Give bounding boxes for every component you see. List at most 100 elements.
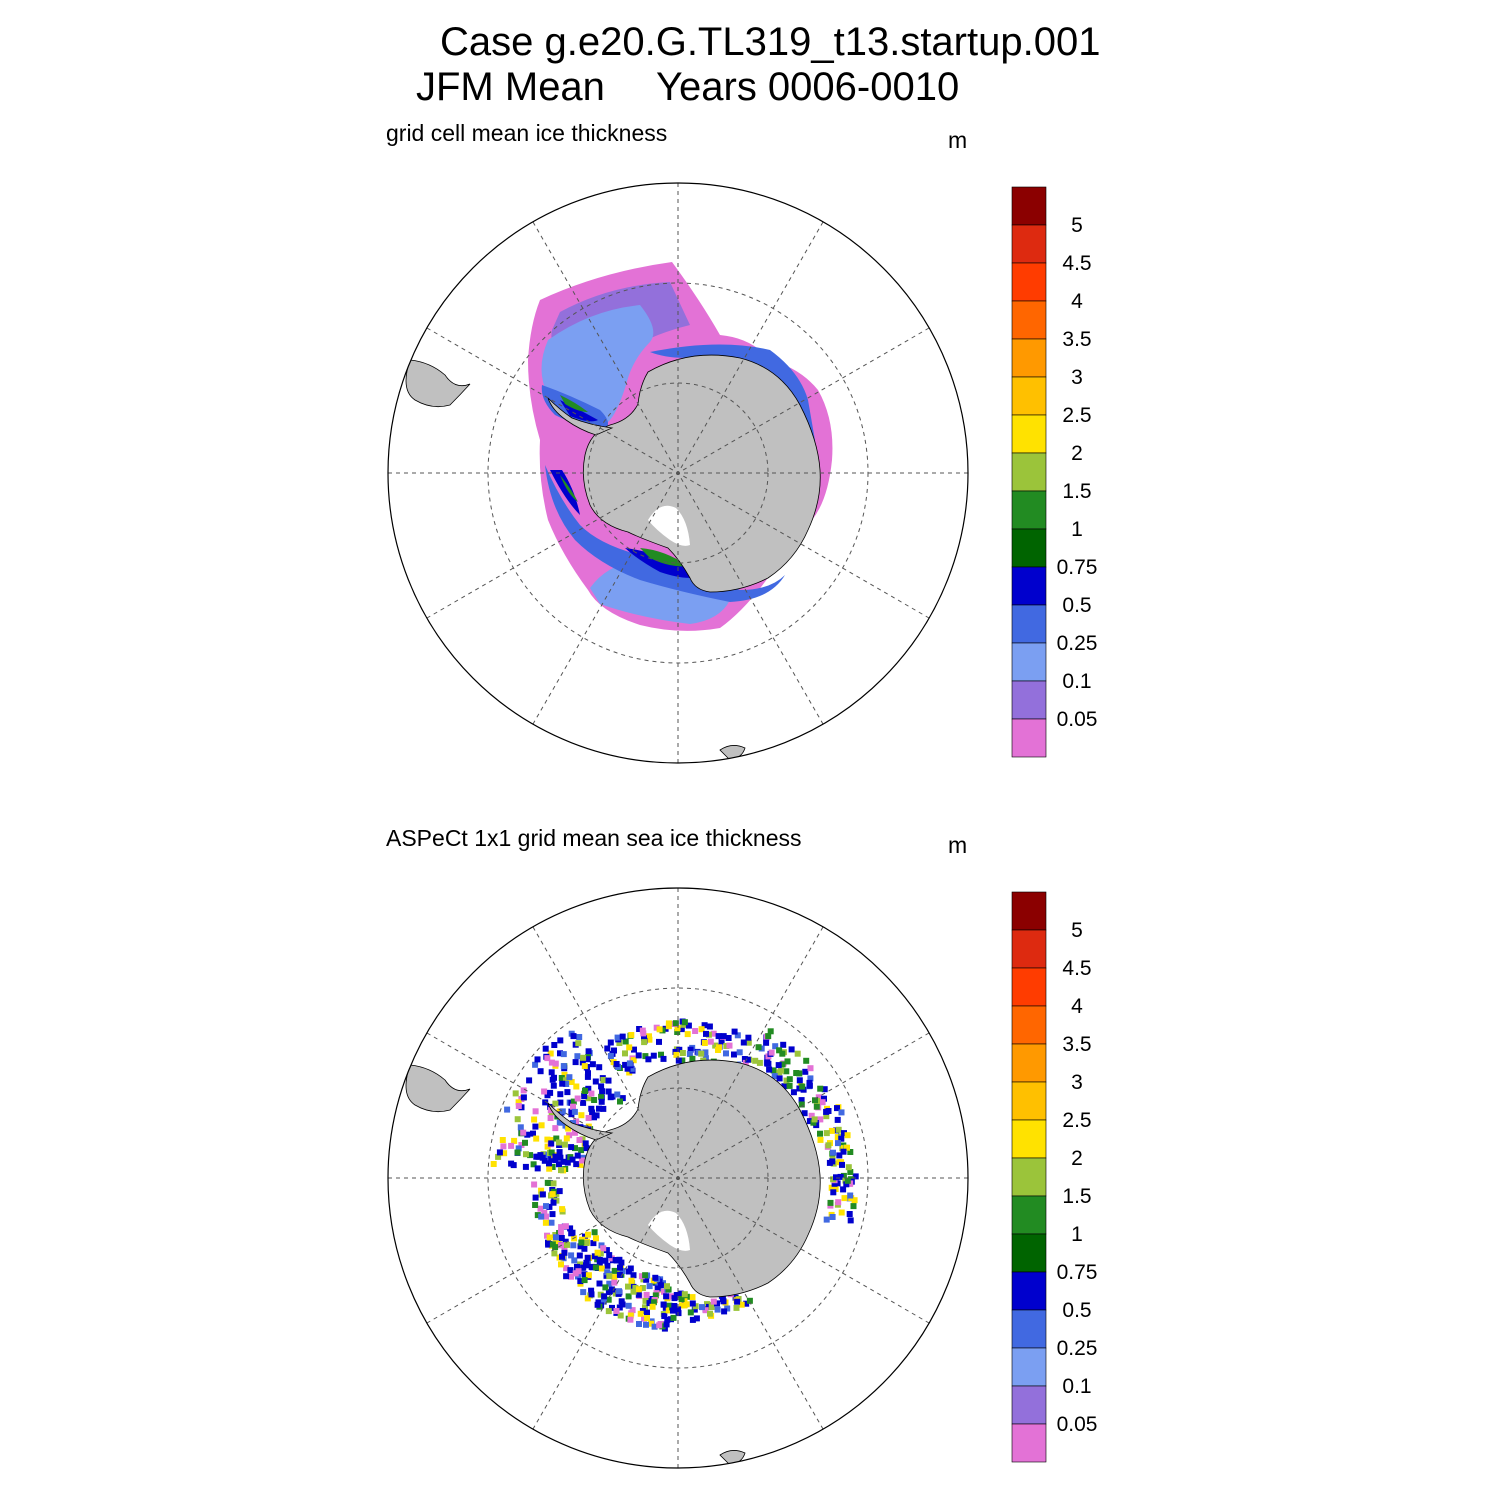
obs-cell (577, 1278, 584, 1285)
obs-cell (817, 1130, 823, 1137)
obs-cell (798, 1101, 805, 1108)
obs-cell (775, 1062, 782, 1069)
obs-cell (823, 1113, 830, 1120)
colorbar-swatch (1011, 1043, 1047, 1083)
obs-cell (681, 1291, 688, 1298)
obs-cell (532, 1123, 539, 1130)
obs-cell (819, 1099, 826, 1106)
obs-cell (559, 1080, 566, 1087)
obs-cell (552, 1060, 559, 1067)
obs-cell (490, 1161, 497, 1167)
obs-cell (813, 1103, 820, 1110)
colorbar-2: 5 4.5 4 3.5 3 2.5 2 1.5 1 0.75 0.5 0.25 0.1 0.05 (1011, 891, 1097, 1463)
obs-cell (613, 1257, 620, 1264)
obs-cell (844, 1144, 850, 1151)
obs-cell (611, 1279, 618, 1286)
obs-cell (677, 1290, 684, 1297)
obs-cell (702, 1307, 709, 1314)
colorbar-swatch (1011, 1423, 1047, 1463)
colorbar-swatch (1011, 186, 1047, 226)
obs-cell (721, 1308, 728, 1315)
obs-cell (834, 1105, 840, 1112)
obs-cell (851, 1197, 858, 1204)
obs-cell (646, 1033, 652, 1040)
colorbar-label: 2.5 (1062, 404, 1091, 427)
south-america-land (405, 359, 471, 408)
obs-cell (685, 1022, 692, 1029)
obs-cell (560, 1051, 567, 1058)
obs-cell (523, 1151, 529, 1158)
obs-cell (648, 1296, 655, 1302)
obs-cell (625, 1293, 632, 1300)
obs-cell (601, 1293, 608, 1300)
obs-cell (630, 1272, 637, 1279)
obs-cell (786, 1082, 793, 1089)
obs-cell (834, 1116, 841, 1123)
obs-cell (600, 1077, 607, 1083)
obs-cell (691, 1306, 698, 1313)
obs-cell (823, 1216, 830, 1223)
obs-cell (701, 1040, 708, 1046)
obs-cell (613, 1308, 620, 1314)
obs-cell (548, 1059, 555, 1066)
panel2-units: m (948, 832, 968, 858)
obs-cell (584, 1254, 591, 1261)
obs-cell (686, 1051, 693, 1057)
obs-cell (783, 1077, 790, 1084)
obs-cell (572, 1270, 579, 1277)
obs-cell (577, 1161, 584, 1168)
obs-cell (605, 1077, 612, 1084)
panel1-units: m (948, 127, 968, 153)
obs-cell (607, 1039, 614, 1046)
colorbar-label: 0.1 (1062, 1375, 1091, 1398)
obs-cell (643, 1276, 650, 1283)
obs-cell (541, 1088, 548, 1095)
obs-cell (589, 1061, 596, 1068)
obs-cell (627, 1316, 634, 1323)
obs-cell (780, 1041, 787, 1048)
obs-cell (530, 1161, 537, 1168)
panel1-map-border (387, 182, 969, 764)
obs-cell (664, 1283, 670, 1290)
obs-cell (698, 1050, 705, 1057)
obs-cell (580, 1264, 587, 1271)
obs-cell (646, 1300, 653, 1307)
obs-cell (793, 1070, 800, 1076)
obs-cell (547, 1115, 554, 1121)
obs-cell (802, 1068, 809, 1075)
obs-cell (538, 1122, 545, 1129)
obs-cell (561, 1071, 568, 1078)
obs-cell (635, 1291, 642, 1298)
obs-cell (681, 1019, 688, 1026)
obs-cell (564, 1089, 571, 1096)
obs-cell (715, 1033, 722, 1040)
obs-cell (532, 1194, 539, 1201)
obs-cell (547, 1089, 554, 1096)
obs-cell (583, 1259, 590, 1266)
obs-cell (752, 1057, 759, 1064)
obs-cell (570, 1103, 576, 1110)
obs-cell (561, 1249, 568, 1256)
obs-cell (570, 1098, 577, 1105)
obs-cell (555, 1139, 562, 1146)
colorbar-label: 0.1 (1062, 670, 1091, 693)
obs-cell (567, 1267, 574, 1274)
obs-cell (671, 1295, 678, 1302)
obs-cell (838, 1135, 845, 1142)
obs-cell (508, 1142, 515, 1149)
obs-cell (563, 1265, 570, 1272)
obs-cell (609, 1286, 615, 1293)
obs-cell (556, 1149, 563, 1156)
obs-cell (584, 1056, 591, 1063)
colorbar-label: 2 (1071, 442, 1083, 465)
colorbar-swatch (1011, 300, 1047, 340)
obs-cell (629, 1307, 636, 1314)
obs-cell (560, 1158, 567, 1165)
obs-cell (847, 1217, 854, 1224)
obs-cell (807, 1075, 814, 1082)
obs-cell (566, 1132, 573, 1139)
obs-cell (778, 1067, 785, 1074)
colorbar-label: 4 (1071, 995, 1083, 1018)
obs-cell (836, 1152, 843, 1159)
